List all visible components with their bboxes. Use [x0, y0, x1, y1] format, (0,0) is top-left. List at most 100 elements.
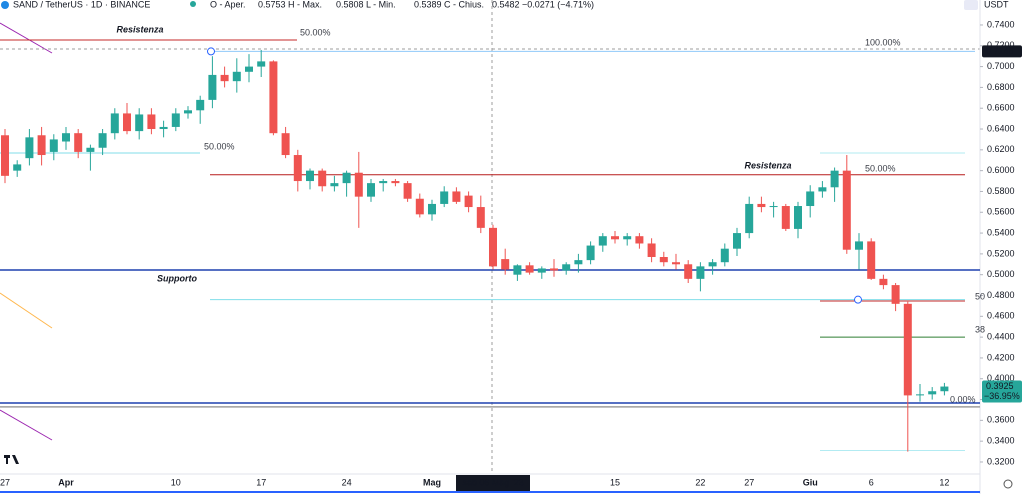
button[interactable] [964, 0, 978, 10]
candle-body [525, 265, 534, 273]
candle-body [574, 260, 583, 265]
y-tick-label: 0.6400 [987, 123, 1015, 133]
candle-body [806, 191, 815, 207]
candle-body [647, 243, 656, 258]
candle-body [708, 262, 717, 267]
candle-body [476, 207, 485, 228]
price-badge-change: −36.95% [984, 391, 1020, 401]
candle-body [928, 391, 937, 395]
y-tick-label: 0.4200 [987, 352, 1015, 362]
y-tick-label: 0.5600 [987, 207, 1015, 217]
x-tick-label: 12 [939, 477, 949, 487]
y-tick-label: 0.5400 [987, 227, 1015, 237]
currency: USDT [984, 0, 1009, 9]
candle-body [720, 248, 729, 263]
symbol: SAND / TetherUS · 1D · BINANCE [13, 0, 150, 9]
candle-body [513, 265, 522, 275]
bottom-line [0, 491, 980, 493]
candle-body [257, 61, 266, 67]
ohlc-value: 0.5482 [492, 0, 520, 9]
candle-body [830, 170, 839, 188]
candle-body [537, 268, 546, 273]
candle-body [672, 262, 680, 265]
candle-body [306, 170, 314, 182]
x-tick-label: Apr [58, 477, 74, 487]
price-badge [982, 45, 1022, 58]
candle-body [550, 268, 558, 271]
x-tick-label: 22 [695, 477, 705, 487]
candle-body [489, 227, 497, 267]
x-tick-label: Giu [803, 477, 818, 487]
x-tick-label: 10 [171, 477, 181, 487]
candle-body [98, 133, 107, 148]
ohlc-value: 0.5808 [336, 0, 364, 9]
candle-body [147, 114, 156, 130]
candle-body [733, 233, 741, 249]
ohlc-label: O - Aper. [210, 0, 246, 9]
candle-body [220, 74, 229, 82]
candle-body [611, 236, 619, 240]
y-tick-label: 0.6000 [987, 165, 1015, 175]
candle-body [135, 114, 144, 132]
candle-body [903, 303, 912, 396]
candle-body [245, 66, 253, 72]
candle-body [62, 133, 70, 142]
candle-body [196, 99, 205, 111]
candle-body [293, 155, 302, 182]
settings[interactable] [1003, 479, 1013, 489]
candle-body [769, 206, 778, 208]
y-tick-label: 0.4400 [987, 331, 1015, 341]
candle-body [842, 170, 851, 250]
x-tick-label: 27 [744, 477, 754, 487]
candle-body [25, 137, 34, 159]
candle-body [562, 264, 571, 271]
candle-body [684, 264, 693, 279]
candle-body [37, 135, 46, 156]
y-tick-label: 0.7200 [987, 40, 1015, 50]
candle-body [342, 172, 351, 184]
candle-body [501, 259, 510, 270]
status-dot [190, 1, 196, 7]
y-tick-label: 0.4000 [987, 373, 1015, 383]
level-note: 50.00% [865, 163, 896, 173]
trend-line [0, 292, 53, 329]
price-badge [982, 380, 1022, 403]
candle-body [916, 394, 924, 396]
candle-body [269, 61, 278, 134]
ohlc-value: 0.5389 [414, 0, 442, 9]
candle-body [208, 74, 217, 100]
y-tick-label: 0.6200 [987, 144, 1015, 154]
candle-body [49, 139, 58, 152]
candle-body [757, 203, 766, 208]
candle-body [794, 206, 802, 229]
candle-body [818, 187, 827, 192]
candle-body [781, 206, 790, 229]
candle-body [318, 170, 327, 187]
level-note: 0.00% [950, 394, 976, 404]
level-note: 38 [975, 324, 985, 334]
y-tick-label: 0.4600 [987, 311, 1015, 321]
candle-body [13, 164, 22, 171]
tv-logo [4, 455, 19, 464]
price-badge-label: 0.3925 [986, 381, 1014, 391]
ohlc-label: C - Chius. [444, 0, 484, 9]
level-label: Supporto [157, 273, 197, 283]
candle-body [855, 241, 863, 250]
candle-body [232, 71, 241, 82]
candle-body [379, 181, 388, 184]
candle-body [123, 113, 131, 132]
level-note: 50.00% [300, 27, 331, 37]
level-label: Resistenza [744, 160, 791, 170]
y-tick-label: 0.3600 [987, 415, 1015, 425]
candle-body [110, 113, 119, 134]
symbol-icon [1, 1, 9, 9]
candle-body [635, 236, 644, 244]
x-tick-label: 15 [610, 477, 620, 487]
y-tick-label: 0.3400 [987, 436, 1015, 446]
level-note: 100.00% [865, 37, 901, 47]
candle-body [891, 285, 900, 304]
candle-body [86, 147, 95, 152]
y-tick-label: 0.5800 [987, 186, 1015, 196]
